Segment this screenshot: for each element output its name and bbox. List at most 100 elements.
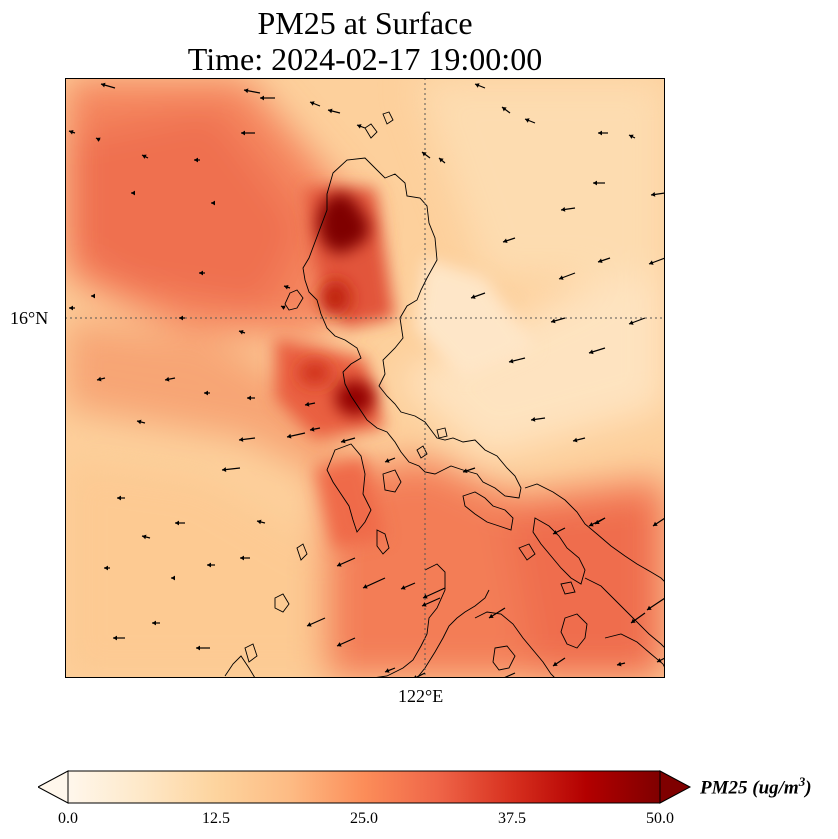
wind-arrow-head (175, 520, 179, 526)
wind-arrow-head (204, 390, 208, 396)
wind-arrow-head (69, 129, 74, 135)
colorbar-extend-min (38, 770, 69, 804)
wind-arrow-head (131, 190, 135, 196)
latitude-tick-label: 16°N (10, 308, 49, 328)
colorbar-label-superscript: 3 (798, 774, 806, 789)
longitude-tick-label: 122°E (398, 686, 444, 706)
wind-arrow-head (649, 260, 654, 265)
wind-arrow-head (489, 613, 494, 618)
colorbar-tick-0: 0.0 (58, 810, 78, 827)
wind-arrow-head (240, 555, 244, 561)
wind-arrow-head (357, 124, 362, 129)
wind-arrow-head (113, 635, 117, 641)
wind-arrow-head (142, 154, 147, 159)
wind-arrow-head (551, 318, 556, 324)
wind-arrow-head (287, 433, 292, 439)
wind-arrow-head (307, 622, 312, 627)
wind-arrow-head (503, 238, 508, 244)
wind-arrow-head (337, 562, 342, 567)
wind-arrow-head (179, 315, 183, 321)
wind-arrow-head (165, 376, 170, 382)
wind-arrow-head (651, 192, 656, 197)
wind-arrow-head (305, 401, 310, 407)
wind-arrow-head (239, 329, 244, 335)
wind-arrow-head (96, 137, 101, 142)
wind-arrow-head (559, 275, 564, 280)
wind-arrow-head (244, 88, 249, 94)
colorbar (38, 770, 692, 804)
wind-arrow-head (69, 305, 73, 311)
wind-arrow-head (631, 618, 636, 623)
wind-arrow-head (284, 284, 289, 290)
colorbar-tick-3: 37.5 (498, 810, 526, 827)
wind-arrow-head (207, 562, 211, 568)
colorbar-label-close: ) (805, 777, 812, 799)
wind-arrow-head (194, 157, 198, 163)
wind-arrow-head (239, 437, 244, 442)
wind-arrow-head (211, 200, 215, 206)
wind-arrow-head (328, 108, 333, 114)
colorbar-tick-2: 25.0 (350, 810, 378, 827)
wind-arrow-head (647, 605, 652, 610)
wind-arrow-head (598, 130, 602, 136)
wind-arrow-head (657, 658, 662, 663)
wind-arrow-head (422, 152, 427, 157)
wind-arrow-shaft (413, 672, 426, 678)
wind-arrow-head (104, 565, 108, 571)
wind-arrow-head (385, 458, 390, 463)
wind-arrow-head (509, 358, 514, 364)
wind-arrow-head (589, 522, 594, 527)
wind-arrow-head (463, 468, 468, 474)
wind-arrow-head (553, 661, 558, 666)
wind-arrow-head (137, 419, 142, 425)
wind-arrow-head (199, 270, 203, 276)
wind-arrow-head (310, 426, 315, 432)
wind-arrow-shaft (362, 577, 386, 589)
wind-arrow-head (653, 521, 658, 526)
wind-arrow-head (101, 82, 106, 88)
colorbar-gradient (67, 770, 661, 804)
map-title-line2: Time: 2024-02-17 19:00:00 (187, 41, 543, 77)
wind-arrow-head (117, 495, 121, 501)
wind-arrow-head (502, 107, 507, 112)
pm25-hotspots (299, 193, 375, 416)
wind-arrow-head (401, 585, 406, 590)
wind-arrow-head (422, 602, 427, 607)
colorbar-tick-1: 12.5 (202, 810, 230, 827)
wind-arrow-head (525, 118, 530, 123)
wind-arrow-head (337, 642, 342, 647)
wind-arrow-head (531, 417, 536, 422)
wind-arrow-head (341, 438, 346, 444)
wind-arrow-head (471, 294, 476, 299)
map-title-line1: PM25 at Surface (257, 5, 473, 41)
wind-arrow-head (573, 437, 578, 443)
wind-arrow-head (247, 395, 251, 401)
colorbar-tick-4: 50.0 (646, 810, 674, 827)
wind-arrow-head (593, 180, 597, 186)
wind-arrow-shaft (422, 587, 446, 599)
wind-arrow-head (629, 134, 634, 139)
wind-arrow-head (595, 519, 600, 524)
wind-arrow-head (553, 530, 558, 535)
wind-arrow-head (222, 467, 227, 472)
wind-arrow-head (423, 594, 428, 599)
wind-arrow-head (281, 305, 286, 310)
wind-arrow-head (97, 376, 102, 382)
wind-arrow-head (91, 293, 95, 299)
wind-arrow-head (439, 158, 444, 163)
coastlines (224, 111, 665, 678)
wind-arrow-head (257, 519, 262, 525)
colorbar-extend-max (659, 770, 692, 804)
colorbar-label-main: PM25 (ug/m (700, 777, 799, 799)
wind-arrow-head (475, 83, 480, 88)
wind-arrow-head (310, 101, 315, 106)
colorbar-label: PM25 (ug/m3) (700, 774, 812, 799)
wind-arrow-head (629, 320, 634, 325)
wind-arrow-head (171, 575, 175, 581)
pm25-map (65, 78, 665, 678)
wind-arrow-head (260, 95, 264, 101)
wind-arrow-head (598, 258, 603, 264)
wind-arrow-head (617, 661, 622, 667)
wind-arrow-head (385, 668, 390, 673)
wind-arrow-head (363, 584, 368, 589)
